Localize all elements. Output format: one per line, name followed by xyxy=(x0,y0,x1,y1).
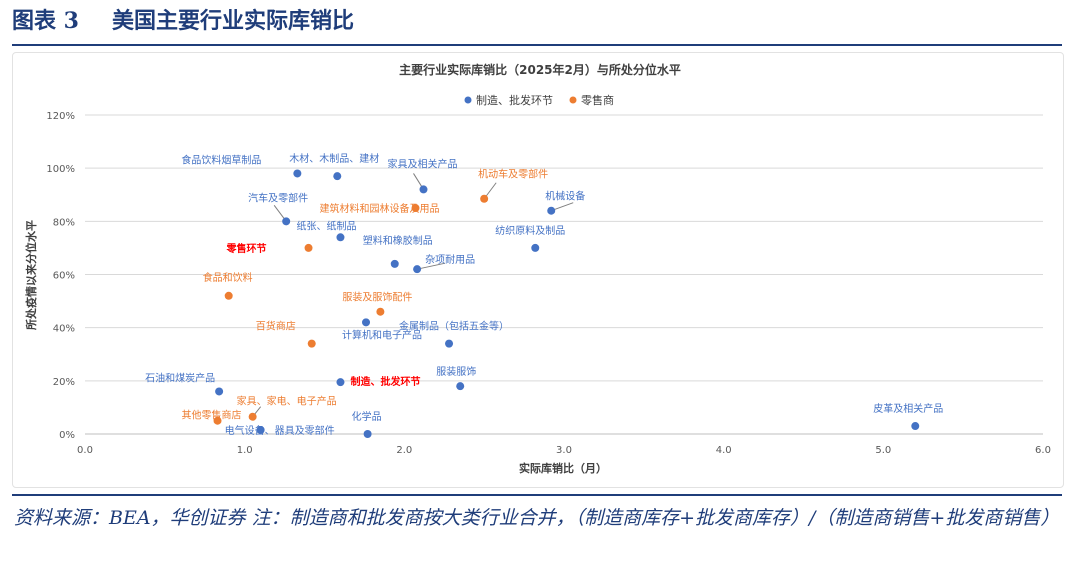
point-电气设备、器具及零部件 xyxy=(256,426,265,435)
label-汽车及零部件: 汽车及零部件 xyxy=(248,191,308,204)
point-杂项耐用品 xyxy=(413,265,422,274)
point-石油和煤炭产品 xyxy=(215,387,224,396)
point-食品和饮料 xyxy=(224,291,233,300)
point-汽车及零部件 xyxy=(282,217,291,226)
y-tick-label: 100% xyxy=(46,164,75,175)
label-木材、木制品、建材: 木材、木制品、建材 xyxy=(289,152,379,165)
x-tick-label: 3.0 xyxy=(556,445,572,456)
label-家具、家电、电子产品: 家具、家电、电子产品 xyxy=(237,395,337,408)
label-其他零售商店: 其他零售商店 xyxy=(182,409,242,422)
label-家具及相关产品: 家具及相关产品 xyxy=(387,157,457,170)
leader-line xyxy=(417,262,446,270)
x-tick-label: 6.0 xyxy=(1035,445,1051,456)
figure-number: 图表 3 xyxy=(12,8,79,34)
legend-marker-1 xyxy=(569,96,577,104)
point-纸张、纸制品 xyxy=(336,233,345,242)
label-电气设备、器具及零部件: 电气设备、器具及零部件 xyxy=(225,424,335,437)
point-计算机和电子产品 xyxy=(362,318,371,327)
point-木材、木制品、建材 xyxy=(333,172,342,181)
point-化学品 xyxy=(363,430,372,438)
label-服装服饰: 服装服饰 xyxy=(436,365,476,378)
y-tick-label: 0% xyxy=(59,430,75,441)
y-tick-label: 40% xyxy=(53,324,75,335)
legend-marker-0 xyxy=(464,96,472,104)
header-rule xyxy=(12,44,1062,46)
label-机械设备: 机械设备 xyxy=(545,190,585,203)
x-tick-label: 5.0 xyxy=(875,445,891,456)
y-tick-label: 60% xyxy=(53,271,75,282)
label-百货商店: 百货商店 xyxy=(256,320,296,333)
point-家具及相关产品 xyxy=(419,185,428,194)
chart-title: 主要行业实际库销比（2025年2月）与所处分位水平 xyxy=(399,62,681,77)
x-tick-label: 0.0 xyxy=(77,445,93,456)
label-零售环节: 零售环节 xyxy=(226,242,267,255)
footer-rule xyxy=(12,494,1062,496)
label-建筑材料和园林设备及用品: 建筑材料和园林设备及用品 xyxy=(320,202,440,215)
label-纸张、纸制品: 纸张、纸制品 xyxy=(296,219,356,232)
legend-label-0: 制造、批发环节 xyxy=(476,93,553,107)
x-axis-title: 实际库销比（月） xyxy=(519,461,607,475)
label-纺织原料及制品: 纺织原料及制品 xyxy=(495,224,565,237)
label-食品饮料烟草制品: 食品饮料烟草制品 xyxy=(181,153,261,166)
point-机动车及零部件 xyxy=(480,194,489,203)
point-百货商店 xyxy=(307,339,316,348)
y-tick-label: 20% xyxy=(53,377,75,388)
point-食品饮料烟草制品 xyxy=(293,169,302,178)
point-皮革及相关产品 xyxy=(911,422,920,431)
x-tick-label: 2.0 xyxy=(396,445,412,456)
label-金属制品（包括五金等）: 金属制品（包括五金等） xyxy=(399,320,509,333)
label-皮革及相关产品: 皮革及相关产品 xyxy=(873,402,943,415)
label-机动车及零部件: 机动车及零部件 xyxy=(478,168,548,181)
label-化学品: 化学品 xyxy=(352,410,382,423)
label-塑料和橡胶制品: 塑料和橡胶制品 xyxy=(363,234,433,247)
point-塑料和橡胶制品 xyxy=(390,259,399,268)
label-食品和饮料: 食品和饮料 xyxy=(203,271,253,284)
point-服装服饰 xyxy=(456,382,465,391)
source-note: 资料来源：BEA，华创证券 注：制造商和批发商按大类行业合并，（制造商库存+批发… xyxy=(14,507,1060,529)
y-tick-label: 120% xyxy=(46,111,75,122)
label-制造、批发环节: 制造、批发环节 xyxy=(350,375,420,388)
y-axis-ticks: 0% 20% 40% 60% 80% 100% 120% xyxy=(46,111,75,441)
x-axis-ticks: 0.0 1.0 2.0 3.0 4.0 5.0 6.0 xyxy=(77,445,1051,456)
point-建筑材料和园林设备及用品 xyxy=(411,204,420,213)
y-tick-label: 80% xyxy=(53,217,75,228)
label-服装及服饰配件: 服装及服饰配件 xyxy=(342,291,412,304)
chart-container: 主要行业实际库销比（2025年2月）与所处分位水平 制造、批发环节 零售商 0% 2… xyxy=(12,52,1064,488)
x-tick-label: 1.0 xyxy=(237,445,253,456)
label-杂项耐用品: 杂项耐用品 xyxy=(425,253,475,266)
point-其他零售商店 xyxy=(213,416,222,425)
scatter-chart: 主要行业实际库销比（2025年2月）与所处分位水平 制造、批发环节 零售商 0% 2… xyxy=(24,62,1051,475)
y-axis-title: 所处疫情以来分位水平 xyxy=(24,220,38,330)
grid-lines xyxy=(85,114,1043,382)
label-石油和煤炭产品: 石油和煤炭产品 xyxy=(145,371,215,384)
x-tick-label: 4.0 xyxy=(716,445,732,456)
figure-header: 图表 3 美国主要行业实际库销比 xyxy=(12,4,1062,38)
point-服装及服饰配件 xyxy=(376,307,385,316)
chart-legend: 制造、批发环节 零售商 xyxy=(464,93,614,107)
legend-label-1: 零售商 xyxy=(581,93,614,107)
figure-caption: 美国主要行业实际库销比 xyxy=(112,8,355,34)
point-家具、家电、电子产品 xyxy=(248,412,257,421)
point-机械设备 xyxy=(547,206,556,215)
point-制造、批发环节 xyxy=(336,378,345,387)
data-points xyxy=(213,169,920,438)
point-纺织原料及制品 xyxy=(531,243,540,252)
point-零售环节 xyxy=(304,243,313,252)
label-计算机和电子产品: 计算机和电子产品 xyxy=(342,328,422,341)
point-金属制品（包括五金等） xyxy=(445,339,454,348)
